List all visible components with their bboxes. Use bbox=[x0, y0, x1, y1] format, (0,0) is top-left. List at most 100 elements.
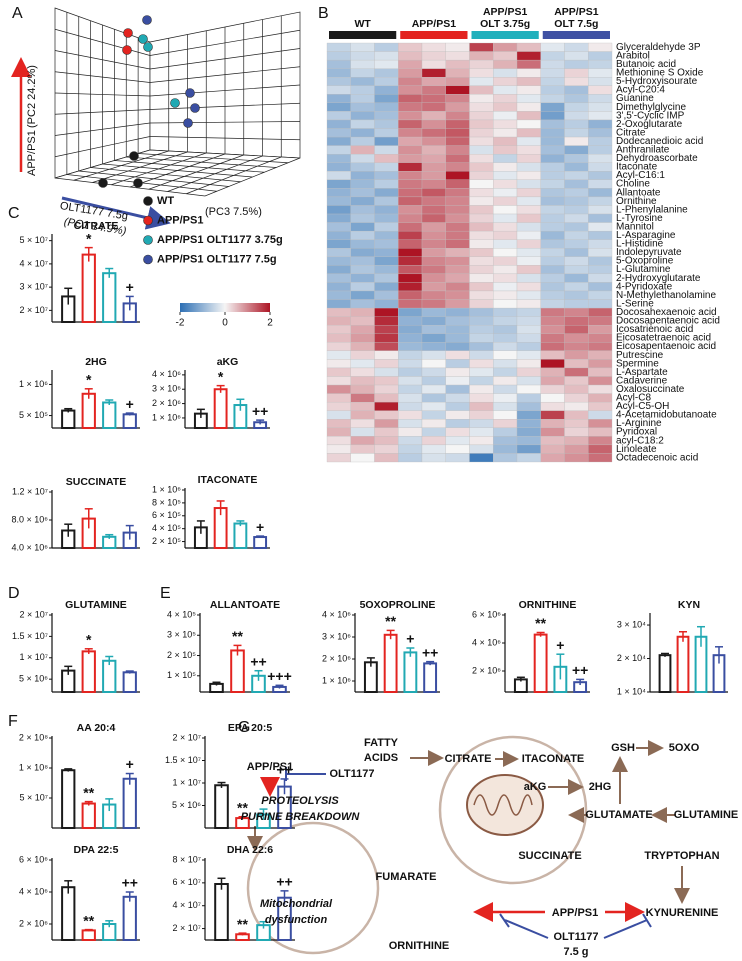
pathway-label: GLUTAMINE bbox=[674, 809, 739, 821]
heatmap-cell bbox=[374, 401, 399, 411]
heatmap-cell bbox=[564, 419, 589, 428]
row-label: Guanine bbox=[616, 93, 654, 104]
heatmap-cell bbox=[516, 256, 541, 266]
heatmap-cell bbox=[445, 154, 470, 163]
row-label: L-Histidine bbox=[616, 239, 664, 250]
heatmap-cell bbox=[516, 342, 541, 351]
heatmap-cell bbox=[326, 401, 351, 411]
heatmap-cell bbox=[445, 290, 470, 300]
heatmap-cell bbox=[516, 410, 541, 420]
heatmap-cell bbox=[350, 239, 375, 249]
heatmap-cell bbox=[469, 410, 494, 420]
heatmap-cell bbox=[588, 419, 613, 428]
heatmap-cell bbox=[493, 145, 518, 155]
heatmap-cell bbox=[421, 128, 446, 138]
heatmap-cell bbox=[588, 273, 613, 283]
heatmap-cell bbox=[374, 427, 399, 437]
heatmap-cell bbox=[374, 154, 399, 163]
heatmap-cell bbox=[398, 248, 423, 257]
y-tick-label: 2 × 10⁷ bbox=[19, 609, 48, 619]
y-tick-label: 1 × 10⁶ bbox=[322, 675, 351, 685]
row-label: Icosatrienoic acid bbox=[616, 324, 693, 335]
heatmap-cell bbox=[469, 154, 494, 163]
pathway-label: KYNURENINE bbox=[646, 907, 719, 919]
heatmap-cell bbox=[564, 171, 589, 180]
chart-title: ITACONATE bbox=[198, 474, 258, 486]
chart-title: AA 20:4 bbox=[77, 722, 116, 734]
pca-grid bbox=[126, 156, 277, 168]
y-tick-label: 1 × 10⁵ bbox=[167, 670, 196, 680]
pca-grid bbox=[54, 122, 151, 136]
heatmap-cell bbox=[564, 350, 589, 360]
heatmap-cell bbox=[588, 85, 613, 95]
heatmap-cell bbox=[540, 384, 565, 394]
y-tick-label: 2 × 10⁶ bbox=[322, 653, 351, 663]
bar bbox=[102, 272, 117, 323]
row-label: Acyl-C20:4 bbox=[616, 85, 665, 96]
group-bar bbox=[471, 31, 539, 39]
heatmap-cell bbox=[516, 162, 541, 172]
heatmap-cell bbox=[564, 410, 589, 420]
heatmap-cell bbox=[350, 188, 375, 198]
heatmap-cell bbox=[493, 325, 518, 334]
heatmap-cell bbox=[445, 213, 470, 223]
heatmap-cell bbox=[421, 94, 446, 104]
pca-point bbox=[129, 151, 139, 161]
row-label: L-Serine bbox=[616, 298, 654, 309]
heatmap-cell bbox=[445, 128, 470, 138]
heatmap-cell bbox=[469, 196, 494, 206]
heatmap-cell bbox=[540, 333, 565, 343]
heatmap-cell bbox=[350, 333, 375, 343]
significance: ** bbox=[83, 912, 94, 928]
heatmap-cell bbox=[564, 333, 589, 343]
row-label: 2-Hydroxyglutarate bbox=[616, 273, 701, 284]
heatmap-cell bbox=[540, 136, 565, 146]
heatmap-cell bbox=[588, 384, 613, 394]
heatmap-cell bbox=[326, 453, 351, 463]
heatmap-cell bbox=[445, 145, 470, 155]
heatmap-cell bbox=[326, 205, 351, 215]
heatmap-cell bbox=[564, 384, 589, 394]
heatmap-cell bbox=[469, 239, 494, 249]
heatmap-cell bbox=[564, 316, 589, 326]
heatmap-cell bbox=[564, 427, 589, 437]
heatmap-cell bbox=[540, 179, 565, 189]
heatmap-cell bbox=[350, 154, 375, 163]
heatmap-cell bbox=[445, 367, 470, 377]
heatmap-cell bbox=[421, 342, 446, 351]
heatmap-cell bbox=[326, 316, 351, 326]
y-tick-label: 4.0 × 10⁶ bbox=[12, 542, 49, 552]
heatmap-cell bbox=[326, 282, 351, 292]
heatmap-cell bbox=[493, 419, 518, 428]
y-tick-label: 5 × 10⁷ bbox=[19, 235, 48, 245]
heatmap-cell bbox=[421, 239, 446, 249]
heatmap-cell bbox=[421, 162, 446, 172]
heatmap-cell bbox=[469, 419, 494, 428]
heatmap-cell bbox=[445, 444, 470, 454]
row-label: Choline bbox=[616, 179, 650, 190]
heatmap-cell bbox=[516, 419, 541, 428]
heatmap-cell bbox=[540, 128, 565, 138]
heatmap-cell bbox=[398, 59, 423, 69]
heatmap-cell bbox=[540, 171, 565, 180]
bar bbox=[363, 661, 378, 693]
heatmap-cell bbox=[398, 128, 423, 138]
heatmap-cell bbox=[588, 350, 613, 360]
heatmap-cell bbox=[540, 265, 565, 275]
row-label: 5-Oxoproline bbox=[616, 256, 674, 267]
pca-point bbox=[190, 103, 200, 113]
heatmap-cell bbox=[493, 179, 518, 189]
heatmap-cell bbox=[421, 136, 446, 146]
heatmap-cell bbox=[540, 111, 565, 121]
heatmap-cell bbox=[421, 77, 446, 86]
heatmap-cell bbox=[493, 436, 518, 446]
y-tick-label: 1 × 10⁷ bbox=[19, 652, 48, 662]
heatmap-cell bbox=[445, 222, 470, 232]
heatmap-cell bbox=[326, 265, 351, 275]
significance: +++ bbox=[267, 668, 292, 684]
heatmap-cell bbox=[445, 136, 470, 146]
pca-grid bbox=[129, 153, 226, 188]
heatmap-cell bbox=[588, 316, 613, 326]
heatmap-cell bbox=[540, 119, 565, 129]
heatmap-cell bbox=[374, 325, 399, 334]
